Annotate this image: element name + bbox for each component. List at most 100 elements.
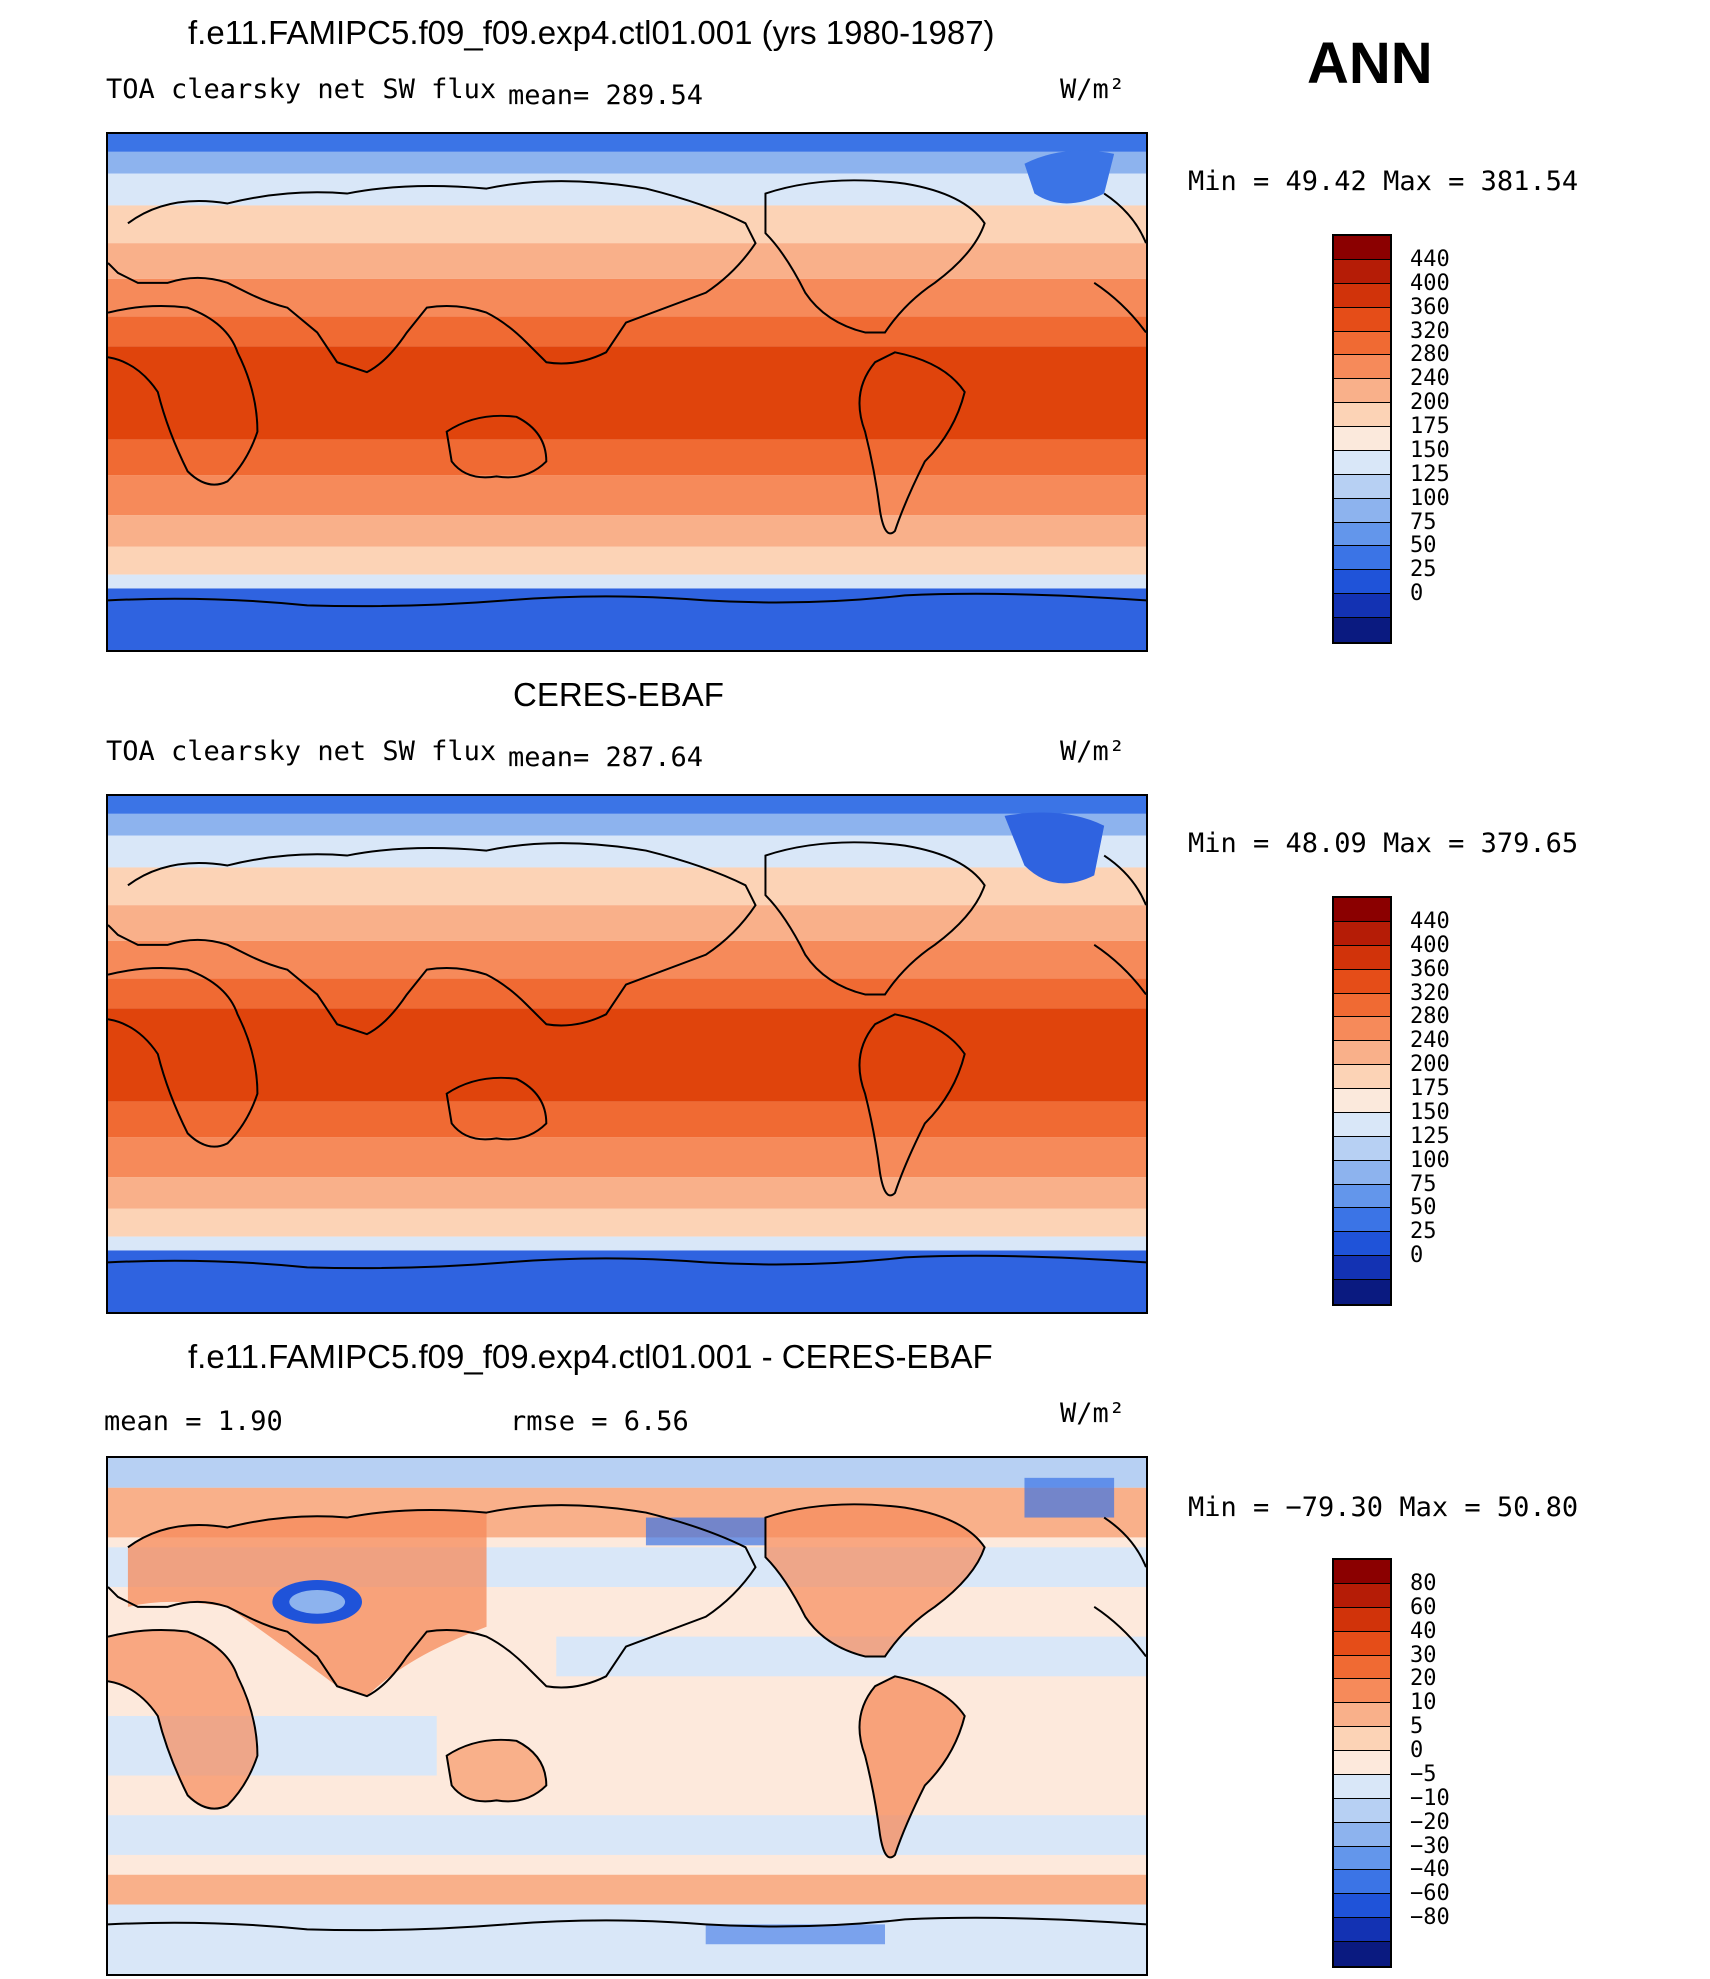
- panel-2-colorbar: [1332, 896, 1392, 1306]
- colorbar-swatch: [1334, 921, 1390, 946]
- colorbar-swatch: [1334, 618, 1390, 642]
- panel-3-title: f.e11.FAMIPC5.f09_f09.exp4.ctl01.001 - C…: [188, 1338, 993, 1375]
- panel-2-units: W/m²: [1060, 736, 1126, 767]
- colorbar-tick-label: −5: [1410, 1761, 1437, 1787]
- colorbar-tick-label: 60: [1410, 1594, 1437, 1620]
- colorbar-tick-label: 440: [1410, 246, 1450, 272]
- colorbar-swatch: [1334, 1041, 1390, 1066]
- colorbar-tick-label: 200: [1410, 390, 1450, 416]
- colorbar-tick-label: −30: [1410, 1833, 1450, 1859]
- panel-3-mean: mean = 1.90: [104, 1406, 283, 1437]
- colorbar-swatch: [1334, 1136, 1390, 1161]
- colorbar-tick-label: 20: [1410, 1666, 1437, 1692]
- colorbar-tick-label: 30: [1410, 1642, 1437, 1668]
- colorbar-tick-label: 25: [1410, 1219, 1437, 1245]
- colorbar-swatch: [1334, 355, 1390, 380]
- colorbar-swatch: [1334, 1679, 1390, 1704]
- colorbar-swatch: [1334, 1065, 1390, 1089]
- colorbar-swatch: [1334, 283, 1390, 308]
- colorbar-swatch: [1334, 403, 1390, 427]
- colorbar-tick-label: 80: [1410, 1570, 1437, 1596]
- colorbar-tick-label: 150: [1410, 437, 1450, 463]
- colorbar-swatch: [1334, 1894, 1390, 1919]
- colorbar-swatch: [1334, 1942, 1390, 1966]
- colorbar-swatch: [1334, 1160, 1390, 1185]
- colorbar-swatch: [1334, 898, 1390, 922]
- panel-3-map-field: [108, 1458, 1146, 1974]
- panel-1-colorbar: [1332, 234, 1392, 644]
- colorbar-swatch: [1334, 1774, 1390, 1799]
- colorbar-swatch: [1334, 1280, 1390, 1304]
- colorbar-tick-label: 25: [1410, 557, 1437, 583]
- colorbar-tick-label: 75: [1410, 509, 1437, 535]
- colorbar-tick-label: 125: [1410, 1123, 1450, 1149]
- panel-2-variable-label: TOA clearsky net SW flux: [106, 736, 497, 767]
- colorbar-tick-label: −10: [1410, 1785, 1450, 1811]
- panel-3-map: [106, 1456, 1148, 1976]
- colorbar-swatch: [1334, 1089, 1390, 1113]
- colorbar-swatch: [1334, 1727, 1390, 1751]
- colorbar-swatch: [1334, 594, 1390, 618]
- colorbar-tick-label: 400: [1410, 270, 1450, 296]
- colorbar-swatch: [1334, 1918, 1390, 1942]
- colorbar-tick-label: −20: [1410, 1809, 1450, 1835]
- colorbar-swatch: [1334, 236, 1390, 260]
- colorbar-tick-label: 0: [1410, 1243, 1424, 1269]
- colorbar-tick-label: 10: [1410, 1690, 1437, 1716]
- colorbar-tick-label: 400: [1410, 932, 1450, 958]
- colorbar-tick-label: 320: [1410, 980, 1450, 1006]
- colorbar-tick-label: 200: [1410, 1052, 1450, 1078]
- panel-1-minmax: Min = 49.42 Max = 381.54: [1188, 166, 1579, 197]
- colorbar-swatch: [1334, 969, 1390, 994]
- panel-1-mean: mean= 289.54: [508, 80, 704, 111]
- colorbar-tick-label: 40: [1410, 1618, 1437, 1644]
- colorbar-tick-label: 50: [1410, 533, 1437, 559]
- colorbar-tick-label: 280: [1410, 342, 1450, 368]
- colorbar-tick-label: 100: [1410, 485, 1450, 511]
- panel-1-map-field: [108, 134, 1146, 650]
- panel-1-units: W/m²: [1060, 74, 1126, 105]
- colorbar-swatch: [1334, 498, 1390, 523]
- colorbar-tick-label: 100: [1410, 1147, 1450, 1173]
- colorbar-swatch: [1334, 522, 1390, 547]
- colorbar-tick-label: 150: [1410, 1099, 1450, 1125]
- colorbar-swatch: [1334, 307, 1390, 332]
- colorbar-swatch: [1334, 1256, 1390, 1280]
- colorbar-tick-label: 440: [1410, 908, 1450, 934]
- colorbar-swatch: [1334, 1798, 1390, 1823]
- colorbar-swatch: [1334, 1208, 1390, 1233]
- colorbar-swatch: [1334, 259, 1390, 284]
- colorbar-swatch: [1334, 379, 1390, 404]
- colorbar-swatch: [1334, 331, 1390, 356]
- colorbar-swatch: [1334, 1870, 1390, 1895]
- colorbar-swatch: [1334, 474, 1390, 499]
- colorbar-tick-label: −80: [1410, 1905, 1450, 1931]
- colorbar-swatch: [1334, 1232, 1390, 1257]
- panel-3-rmse: rmse = 6.56: [510, 1406, 689, 1437]
- panel-2-mean: mean= 287.64: [508, 742, 704, 773]
- colorbar-swatch: [1334, 993, 1390, 1018]
- colorbar-swatch: [1334, 1583, 1390, 1608]
- colorbar-tick-label: 175: [1410, 1076, 1450, 1102]
- panel-2-title: CERES-EBAF: [513, 676, 724, 713]
- colorbar-swatch: [1334, 450, 1390, 475]
- panel-1-variable-label: TOA clearsky net SW flux: [106, 74, 497, 105]
- colorbar-swatch: [1334, 1184, 1390, 1209]
- panel-2-map-field: [108, 796, 1146, 1312]
- colorbar-tick-label: 240: [1410, 1028, 1450, 1054]
- colorbar-swatch: [1334, 1017, 1390, 1042]
- colorbar-swatch: [1334, 1560, 1390, 1584]
- colorbar-swatch: [1334, 1112, 1390, 1137]
- colorbar-tick-label: −60: [1410, 1881, 1450, 1907]
- colorbar-tick-label: 360: [1410, 956, 1450, 982]
- season-label: ANN: [1307, 31, 1433, 96]
- colorbar-swatch: [1334, 570, 1390, 595]
- colorbar-swatch: [1334, 1631, 1390, 1656]
- colorbar-swatch: [1334, 546, 1390, 571]
- panel-3-minmax: Min = −79.30 Max = 50.80: [1188, 1492, 1579, 1523]
- colorbar-tick-label: 125: [1410, 461, 1450, 487]
- colorbar-tick-label: 320: [1410, 318, 1450, 344]
- panel-3-colorbar: [1332, 1558, 1392, 1968]
- colorbar-tick-label: 0: [1410, 1738, 1424, 1764]
- colorbar-tick-label: 280: [1410, 1004, 1450, 1030]
